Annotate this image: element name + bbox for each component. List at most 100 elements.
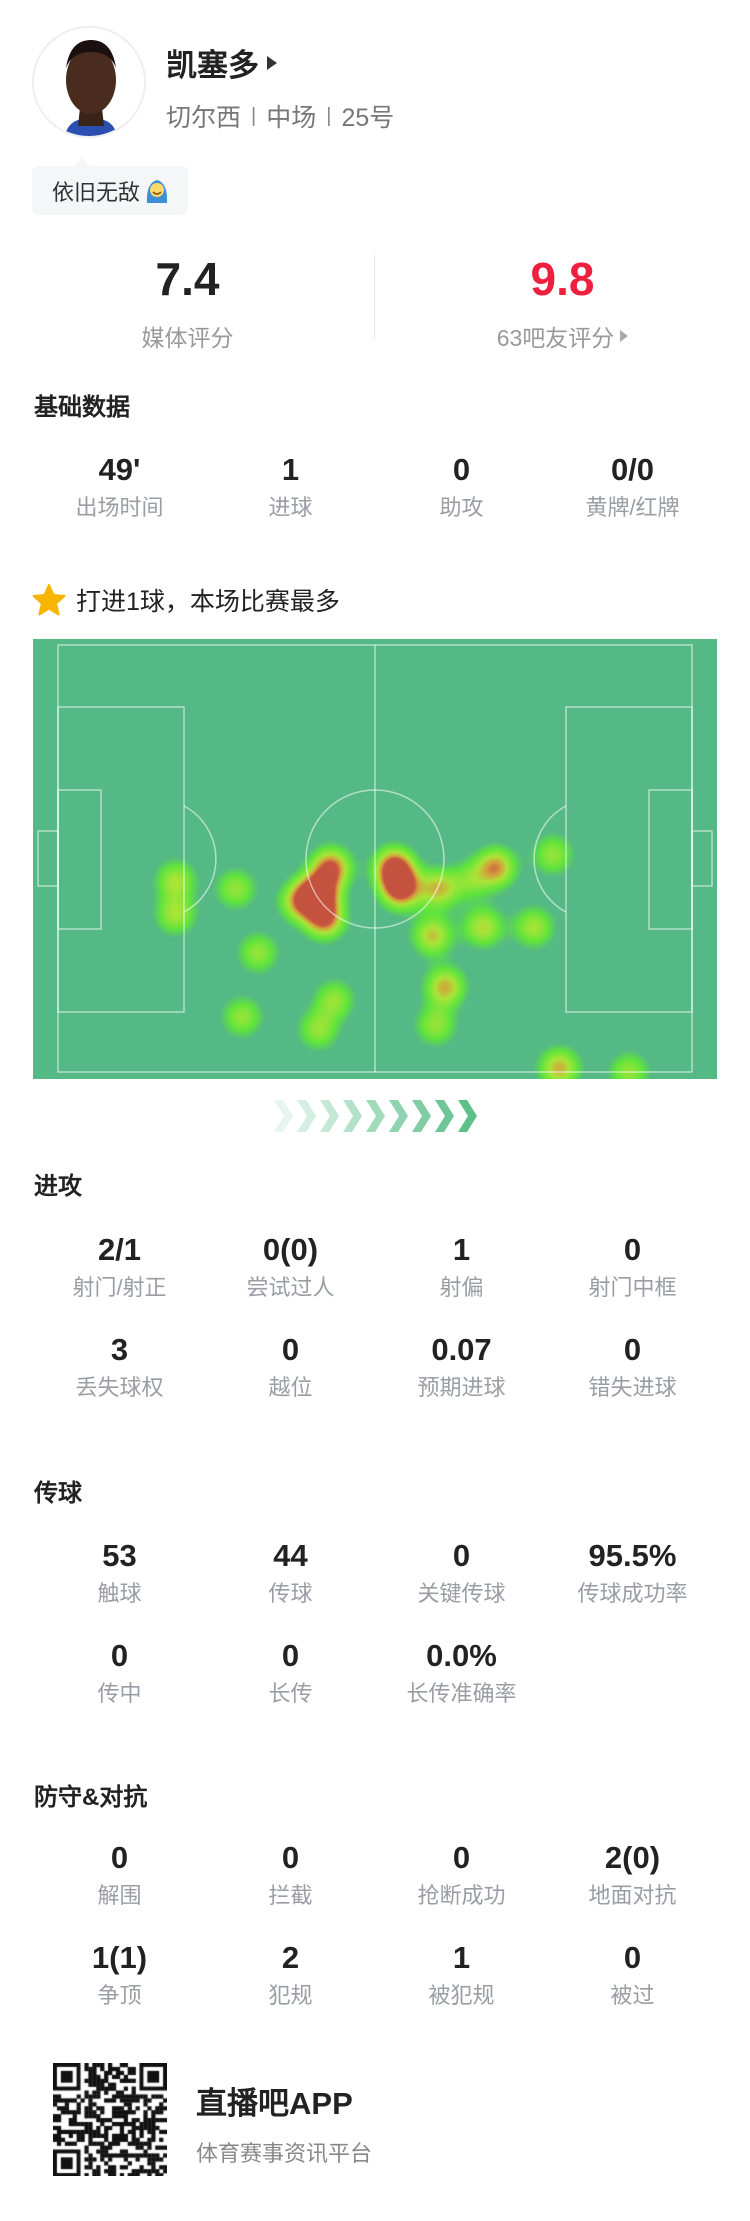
stat-label: 解围 (97, 1883, 142, 1908)
chevron-right-icon (366, 1100, 385, 1132)
stat-passing-2: 0 关键传球 (376, 1538, 547, 1608)
stat-passing-3: 95.5% 传球成功率 (547, 1538, 718, 1608)
section-title-passing: 传球 (34, 1480, 82, 1507)
player-tag-bubble[interactable]: 依旧无敌 (32, 158, 189, 215)
stat-label: 被过 (610, 1983, 655, 2008)
separator: | (251, 104, 257, 127)
stat-value: 0.0% (426, 1638, 497, 1673)
player-name-link[interactable]: 凯塞多 (166, 40, 277, 85)
highlight-text: 打进1球，本场比赛最多 (76, 588, 340, 616)
media-rating-value: 7.4 (155, 253, 220, 305)
stat-value: 0 (623, 1332, 642, 1367)
chevron-right-icon (274, 1100, 293, 1132)
stat-passing-0: 53 触球 (34, 1538, 205, 1608)
stat-value: 0/0 (610, 452, 655, 487)
chevron-right-icon (297, 1100, 316, 1132)
fan-rating[interactable]: 9.8 63吧友评分 (375, 251, 750, 353)
attack-stats-grid: 2/1 射门/射正 0(0) 尝试过人 1 射偏 0 射门中框 3 丢失球权 0 越位 0.07 预期进球… (34, 1232, 718, 1402)
section-title-attack: 进攻 (34, 1173, 82, 1200)
stat-value: 1 (281, 452, 300, 487)
stat-label: 地面对抗 (588, 1883, 677, 1908)
player-info: 切尔西 | 中场 | 25号 (166, 98, 394, 134)
stat-label: 传球成功率 (577, 1581, 688, 1606)
stat-passing-6: 0.0% 长传准确率 (376, 1638, 547, 1708)
stat-value: 0 (281, 1840, 300, 1875)
media-rating: 7.4 媒体评分 (0, 251, 375, 353)
stat-label: 抢断成功 (417, 1883, 506, 1908)
stat-label: 进球 (268, 495, 313, 520)
media-rating-label: 媒体评分 (141, 325, 234, 351)
stat-value: 3 (110, 1332, 129, 1367)
heatmap-pitch (33, 639, 717, 1079)
stat-defense-3: 2(0) 地面对抗 (547, 1840, 718, 1910)
stat-defense-5: 2 犯规 (205, 1940, 376, 2010)
stat-attack-2: 1 射偏 (376, 1232, 547, 1302)
stat-value: 2 (281, 1940, 300, 1975)
stat-value: 0 (110, 1840, 129, 1875)
stat-value: 0 (452, 452, 471, 487)
blessed-face-emoji-icon (146, 179, 168, 203)
stat-value: 1(1) (91, 1940, 148, 1975)
attack-direction-arrows (272, 1100, 479, 1132)
stat-attack-6: 0.07 预期进球 (376, 1332, 547, 1402)
stat-passing-1: 44 传球 (205, 1538, 376, 1608)
stat-attack-0: 2/1 射门/射正 (34, 1232, 205, 1302)
stat-basic-0: 49' 出场时间 (34, 452, 205, 522)
player-photo (34, 28, 144, 136)
chevron-right-icon (458, 1100, 477, 1132)
stat-label: 射门中框 (588, 1275, 677, 1300)
stat-label: 触球 (97, 1581, 142, 1606)
left-penalty-box (57, 706, 185, 1013)
stat-label: 长传 (268, 1681, 313, 1706)
stat-basic-2: 0 助攻 (376, 452, 547, 522)
stat-label: 助攻 (439, 495, 484, 520)
stat-basic-1: 1 进球 (205, 452, 376, 522)
chevron-right-icon (389, 1100, 408, 1132)
right-penalty-arc (533, 805, 567, 913)
left-goal-area (57, 789, 102, 930)
stat-label: 尝试过人 (246, 1275, 335, 1300)
app-slogan: 体育赛事资讯平台 (196, 2141, 373, 2166)
center-circle (305, 789, 445, 929)
stat-label: 错失进球 (588, 1375, 677, 1400)
stat-value: 1 (452, 1232, 471, 1267)
stat-value: 0 (452, 1840, 471, 1875)
stat-label: 出场时间 (75, 495, 164, 520)
defense-stats-grid: 0 解围 0 拦截 0 抢断成功 2(0) 地面对抗 1(1) 争顶 2 犯规 1 被犯规 0 被过 (34, 1840, 718, 2010)
stat-value: 0 (623, 1940, 642, 1975)
stat-defense-7: 0 被过 (547, 1940, 718, 2010)
download-qr-code[interactable] (53, 2063, 167, 2176)
stat-defense-0: 0 解围 (34, 1840, 205, 1910)
stat-label: 关键传球 (417, 1581, 506, 1606)
right-goal (691, 830, 713, 887)
stat-value: 2(0) (604, 1840, 661, 1875)
separator: | (326, 104, 332, 127)
stat-defense-2: 0 抢断成功 (376, 1840, 547, 1910)
stat-value: 0 (110, 1638, 129, 1673)
stat-defense-6: 1 被犯规 (376, 1940, 547, 2010)
stat-label: 黄牌/红牌 (585, 495, 680, 520)
player-number: 25号 (341, 104, 395, 132)
stat-value: 49' (98, 452, 141, 487)
stat-label: 射偏 (439, 1275, 484, 1300)
chevron-right-icon (412, 1100, 431, 1132)
player-avatar[interactable] (32, 26, 146, 138)
player-tag-text: 依旧无敌 (52, 179, 141, 205)
stat-value: 53 (102, 1538, 137, 1573)
basic-stats-grid: 49' 出场时间 1 进球 0 助攻 0/0 黄牌/红牌 (34, 452, 718, 522)
chevron-right-icon (435, 1100, 454, 1132)
left-penalty-arc (183, 805, 217, 913)
rating-divider (374, 255, 375, 339)
player-team: 切尔西 (166, 104, 242, 132)
stat-label: 争顶 (97, 1983, 142, 2008)
stat-label: 越位 (268, 1375, 313, 1400)
stat-value: 95.5% (588, 1538, 677, 1573)
right-penalty-box (565, 706, 693, 1013)
stat-attack-7: 0 错失进球 (547, 1332, 718, 1402)
stat-label: 传中 (97, 1681, 142, 1706)
stat-value: 44 (273, 1538, 308, 1573)
fan-rating-label: 63吧友评分 (496, 325, 615, 351)
player-position: 中场 (266, 104, 317, 132)
stat-label: 预期进球 (417, 1375, 506, 1400)
chevron-right-icon (320, 1100, 339, 1132)
